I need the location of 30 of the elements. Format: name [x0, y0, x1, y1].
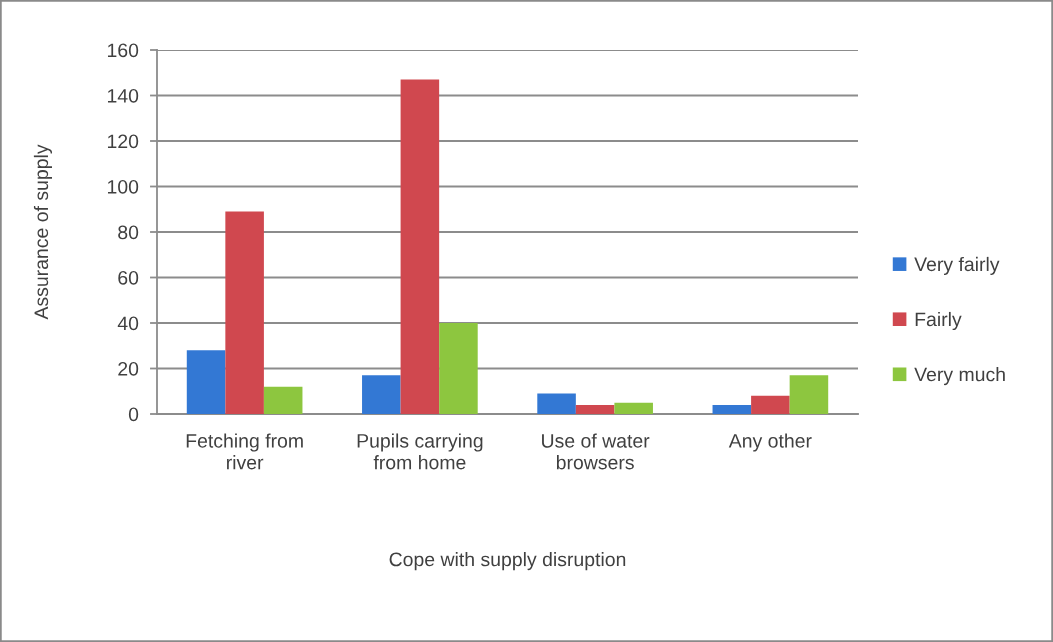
bar	[537, 393, 576, 414]
bar	[225, 211, 264, 414]
bar	[614, 402, 653, 414]
legend-label: Fairly	[915, 311, 962, 331]
bar	[186, 350, 226, 414]
x-tick-label: Any other	[728, 433, 812, 452]
y-tick-label: 60	[118, 270, 139, 285]
y-tick-label: 80	[118, 225, 139, 240]
bar	[400, 79, 440, 414]
x-tick-label: Use of water browsers	[542, 433, 650, 470]
y-axis-title: Assurance of supply	[33, 144, 52, 320]
bar	[789, 375, 829, 414]
x-tick-label: Fetching from river	[186, 433, 303, 470]
x-tick-label: Pupils carrying from home	[357, 433, 483, 470]
legend-label: Very fairly	[914, 256, 1000, 275]
bar	[575, 404, 615, 414]
y-tick-label: 120	[107, 134, 139, 149]
x-axis-title: Cope with supply disruption	[389, 552, 626, 571]
y-tick-label: 160	[107, 43, 139, 58]
bar	[439, 323, 478, 414]
bar	[751, 395, 790, 414]
y-tick-label: 100	[107, 179, 139, 194]
bar	[362, 375, 401, 414]
y-tick-label: 140	[107, 88, 139, 103]
legend-label: Very much	[914, 367, 1005, 386]
y-tick-label: 20	[118, 361, 139, 376]
y-tick-label: 0	[128, 407, 139, 422]
bar	[263, 386, 303, 414]
bar	[712, 404, 752, 414]
y-tick-label: 40	[117, 316, 139, 331]
